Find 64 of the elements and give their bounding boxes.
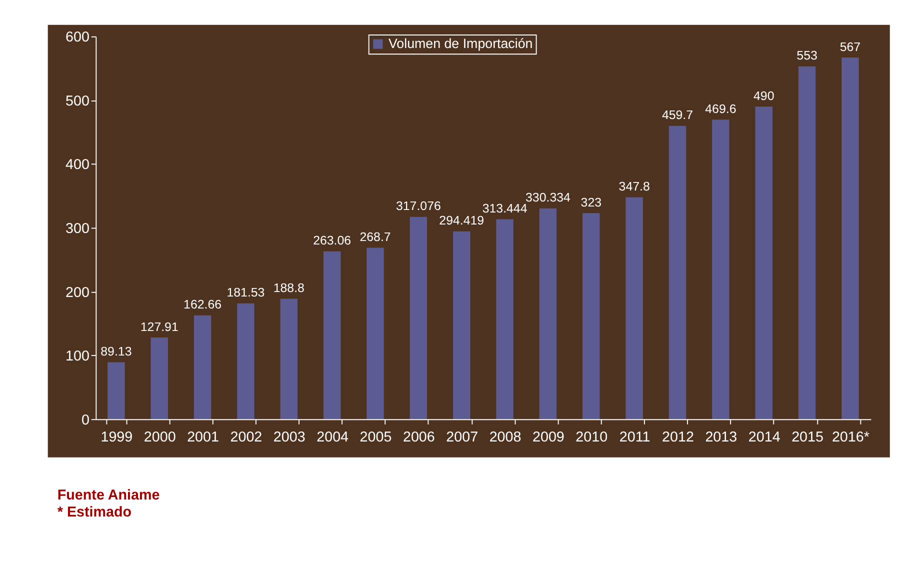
x-tick-label: 2014 — [748, 430, 780, 446]
bar — [842, 57, 859, 420]
x-tick-label: 2003 — [273, 430, 306, 446]
data-label: 317.076 — [396, 199, 441, 214]
x-tick-label: 2013 — [705, 430, 738, 446]
bar — [798, 66, 816, 420]
x-tick-label: 2004 — [316, 430, 349, 446]
bar — [668, 126, 686, 420]
legend-label: Volumen de Importación — [388, 36, 533, 51]
x-tick-label: 1999 — [100, 430, 133, 446]
data-label: 347.8 — [618, 180, 650, 194]
data-label: 294.419 — [439, 214, 484, 228]
x-tick-label: 2015 — [792, 430, 824, 446]
bar — [453, 231, 470, 420]
bar — [582, 213, 600, 420]
data-label: 469.6 — [705, 102, 736, 116]
data-label: 330.334 — [526, 190, 571, 205]
data-label: 162.66 — [184, 298, 222, 312]
data-label: 181.53 — [226, 286, 265, 300]
data-label: 553 — [796, 48, 818, 63]
data-label: 188.8 — [273, 281, 305, 296]
x-tick-label: 2012 — [662, 430, 694, 446]
y-tick-label: 500 — [66, 93, 90, 110]
data-label: 567 — [840, 40, 861, 54]
bar — [323, 251, 341, 420]
data-label: 89.13 — [100, 344, 132, 359]
y-tick-label: 100 — [66, 348, 90, 365]
data-label: 313.444 — [482, 201, 528, 216]
bar — [712, 120, 730, 420]
y-tick-label: 300 — [66, 221, 90, 238]
bar — [150, 338, 168, 420]
y-tick-label: 600 — [66, 30, 90, 46]
y-tick-label: 200 — [66, 284, 90, 301]
text: * Estimado — [57, 504, 132, 521]
data-label: 263.06 — [313, 234, 352, 248]
bar — [496, 219, 514, 420]
bar — [539, 208, 557, 420]
bar — [626, 197, 643, 420]
bar — [755, 106, 772, 420]
source-note: Fuente Aniame — [57, 488, 160, 504]
x-tick-label: 2001 — [187, 430, 219, 446]
y-tick-label: 0 — [81, 412, 90, 428]
bar — [280, 298, 298, 420]
x-tick-label: 2010 — [576, 430, 608, 446]
x-tick-label: 2016* — [832, 430, 870, 446]
x-tick-label: 2011 — [619, 430, 650, 446]
x-tick-label: 2005 — [360, 430, 392, 446]
data-label: 323 — [580, 195, 602, 210]
x-tick-label: 2006 — [402, 430, 435, 446]
data-label: 459.7 — [662, 108, 694, 122]
bar — [366, 248, 384, 420]
x-tick-label: 2008 — [489, 430, 522, 446]
data-label: 127.91 — [140, 320, 178, 334]
data-label: 268.7 — [360, 230, 391, 244]
x-tick-label: 2007 — [446, 430, 478, 446]
bar — [108, 362, 125, 420]
bar — [410, 216, 428, 420]
bar — [194, 315, 212, 420]
bar — [237, 303, 254, 420]
data-label: 490 — [753, 88, 774, 103]
x-tick-label: 2009 — [532, 430, 564, 446]
y-tick-label: 400 — [66, 157, 90, 174]
x-tick-label: 2002 — [230, 430, 262, 446]
x-tick-label: 2000 — [144, 430, 176, 446]
